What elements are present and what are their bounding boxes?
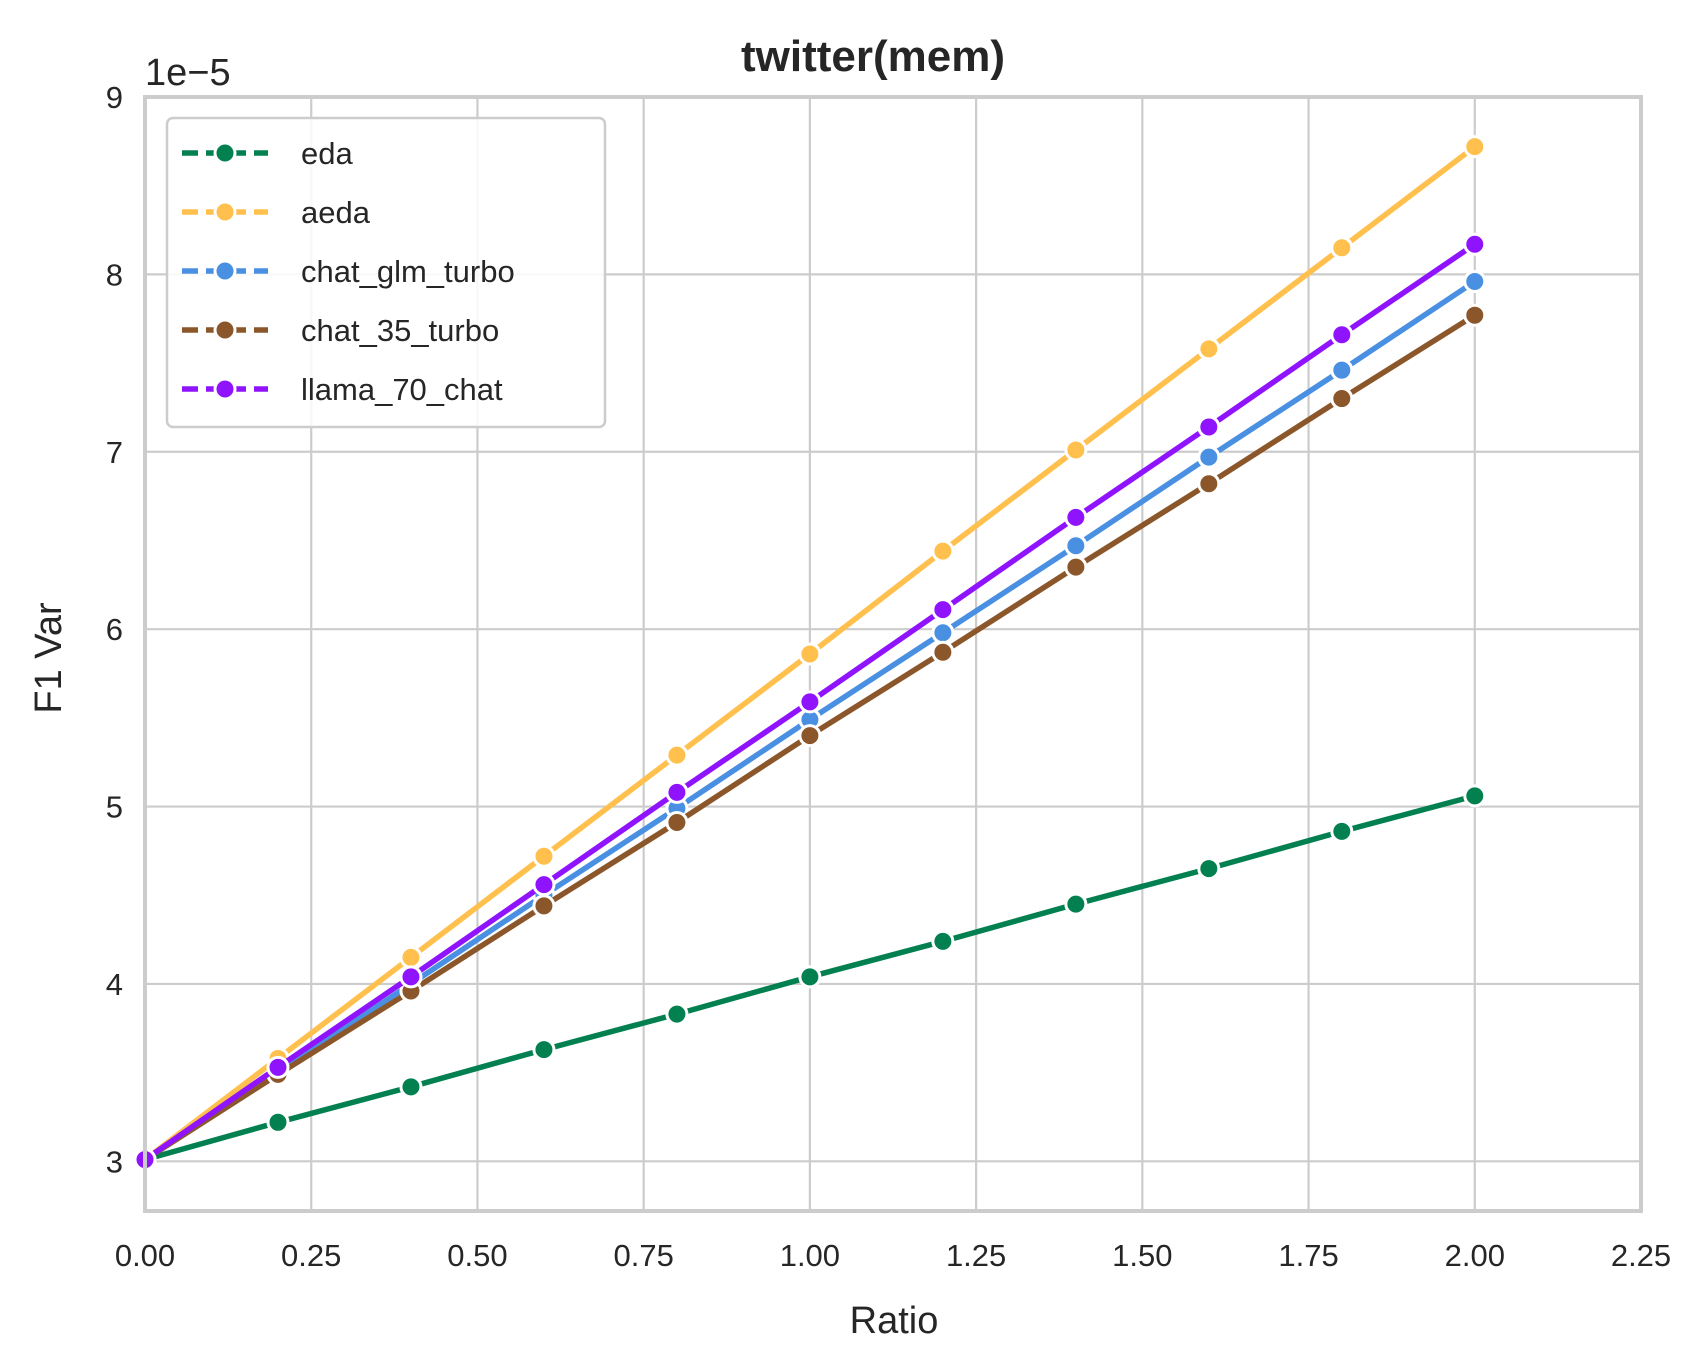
data-point — [798, 642, 822, 666]
legend-entry: llama_70_chat — [182, 372, 503, 407]
data-point — [1064, 438, 1088, 462]
data-point — [665, 1002, 689, 1026]
data-point — [399, 965, 423, 989]
data-point — [798, 690, 822, 714]
data-point — [1463, 784, 1487, 808]
data-point — [931, 640, 955, 664]
data-point — [266, 1055, 290, 1079]
legend-entry: chat_glm_turbo — [182, 254, 515, 289]
data-point — [532, 894, 556, 918]
series-llama_70_chat — [133, 232, 1487, 1172]
y-tick-label: 7 — [106, 435, 123, 470]
legend-entry: aeda — [182, 195, 371, 230]
data-point — [1197, 472, 1221, 496]
data-point — [1064, 505, 1088, 529]
legend-label: chat_glm_turbo — [301, 254, 515, 289]
x-tick-label: 1.00 — [780, 1238, 840, 1273]
data-point — [665, 743, 689, 767]
y-tick-labels: 3 4 5 6 7 8 9 — [106, 80, 123, 1179]
data-point — [1463, 303, 1487, 327]
legend-marker — [213, 141, 237, 165]
y-tick-label: 8 — [106, 257, 123, 292]
legend-marker — [213, 318, 237, 342]
legend-label: llama_70_chat — [301, 372, 503, 407]
data-point — [798, 724, 822, 748]
x-tick-label: 1.25 — [946, 1238, 1006, 1273]
legend-label: eda — [301, 136, 353, 171]
plot-frame — [143, 95, 1643, 1213]
y-tick-label: 9 — [106, 80, 123, 115]
x-tick-label: 0.25 — [281, 1238, 341, 1273]
legend-marker — [213, 377, 237, 401]
legend: eda aeda chat_glm_turbo chat_35_turbo llama_… — [165, 116, 607, 429]
data-point — [1330, 819, 1354, 843]
data-point — [1197, 445, 1221, 469]
data-point — [1197, 857, 1221, 881]
data-point — [1330, 323, 1354, 347]
data-point — [665, 811, 689, 835]
data-point — [266, 1110, 290, 1134]
data-point — [399, 945, 423, 969]
legend-label: chat_35_turbo — [301, 313, 499, 348]
data-point — [1064, 534, 1088, 558]
data-point — [1463, 269, 1487, 293]
data-point — [532, 873, 556, 897]
data-point — [931, 929, 955, 953]
data-point — [532, 1038, 556, 1062]
data-point — [1330, 387, 1354, 411]
chart-title: twitter(mem) — [741, 32, 1005, 81]
data-point — [931, 598, 955, 622]
data-point — [1197, 415, 1221, 439]
data-point — [399, 1075, 423, 1099]
legend-label: aeda — [301, 195, 371, 230]
data-point — [1064, 892, 1088, 916]
legend-entry: chat_35_turbo — [182, 313, 499, 348]
legend-entry: eda — [182, 136, 353, 171]
data-point — [1463, 232, 1487, 256]
legend-box — [165, 116, 607, 429]
x-tick-label: 2.25 — [1611, 1238, 1671, 1273]
legend-marker — [213, 259, 237, 283]
y-tick-label: 4 — [106, 967, 123, 1002]
data-point — [1330, 236, 1354, 260]
y-axis-label: F1 Var — [28, 602, 70, 714]
y-tick-label: 3 — [106, 1144, 123, 1179]
x-tick-label: 0.50 — [447, 1238, 507, 1273]
x-tick-label: 0.00 — [115, 1238, 175, 1273]
data-point — [798, 965, 822, 989]
x-tick-label: 0.75 — [613, 1238, 673, 1273]
x-tick-label: 1.75 — [1278, 1238, 1338, 1273]
x-tick-label: 1.50 — [1112, 1238, 1172, 1273]
data-point — [665, 780, 689, 804]
data-point — [1197, 337, 1221, 361]
data-point — [532, 844, 556, 868]
data-point — [1463, 135, 1487, 159]
data-point — [931, 621, 955, 645]
y-tick-label: 5 — [106, 790, 123, 825]
y-offset-label: 1e−5 — [145, 52, 231, 94]
legend-marker — [213, 200, 237, 224]
data-point — [1064, 555, 1088, 579]
x-tick-labels: 0.00 0.25 0.50 0.75 1.00 1.25 1.50 1.75 2.00 2.25 — [115, 1238, 1671, 1273]
data-point — [931, 539, 955, 563]
x-axis-label: Ratio — [850, 1300, 939, 1342]
y-tick-label: 6 — [106, 612, 123, 647]
x-tick-label: 2.00 — [1445, 1238, 1505, 1273]
data-point — [1330, 358, 1354, 382]
